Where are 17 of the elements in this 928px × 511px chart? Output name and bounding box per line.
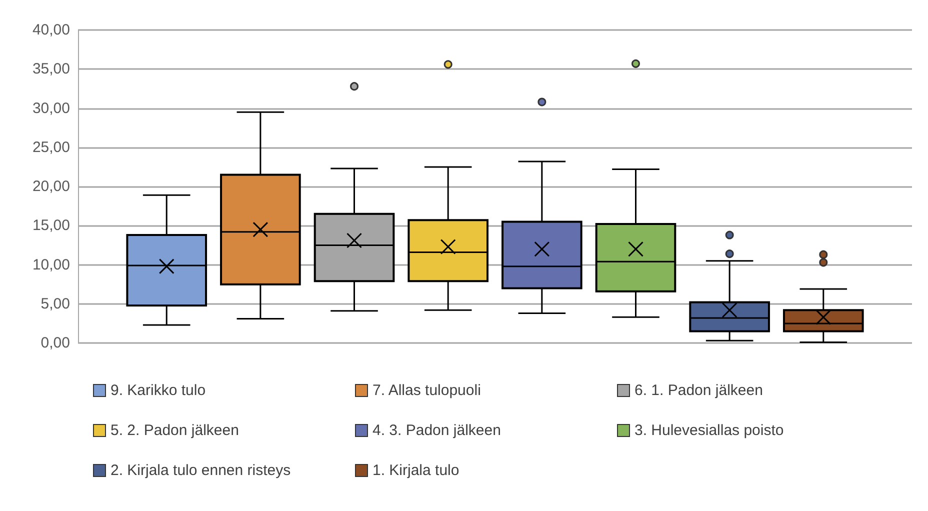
y-tick-label: 5,00 bbox=[40, 295, 70, 312]
y-tick-label: 40,00 bbox=[32, 22, 70, 38]
y-tick-label: 35,00 bbox=[32, 60, 70, 78]
y-tick-label: 0,00 bbox=[40, 334, 70, 352]
y-tick-label: 15,00 bbox=[32, 217, 70, 234]
legend-label: 7. Allas tulopuoli bbox=[372, 382, 481, 399]
legend-label: 2. Kirjala tulo ennen risteys bbox=[110, 462, 291, 479]
legend-label: 6. 1. Padon jälkeen bbox=[634, 382, 763, 399]
legend-label: 3. Hulevesiallas poisto bbox=[634, 422, 784, 439]
legend-label: 1. Kirjala tulo bbox=[372, 462, 460, 479]
legend-label: 9. Karikko tulo bbox=[110, 382, 206, 399]
legend-label: 5. 2. Padon jälkeen bbox=[110, 422, 239, 439]
y-tick-label: 20,00 bbox=[32, 178, 70, 195]
legend-label: 4. 3. Padon jälkeen bbox=[372, 422, 501, 439]
y-tick-label: 10,00 bbox=[32, 256, 70, 274]
y-tick-label: 25,00 bbox=[32, 138, 70, 156]
y-tick-label: 30,00 bbox=[32, 100, 70, 117]
